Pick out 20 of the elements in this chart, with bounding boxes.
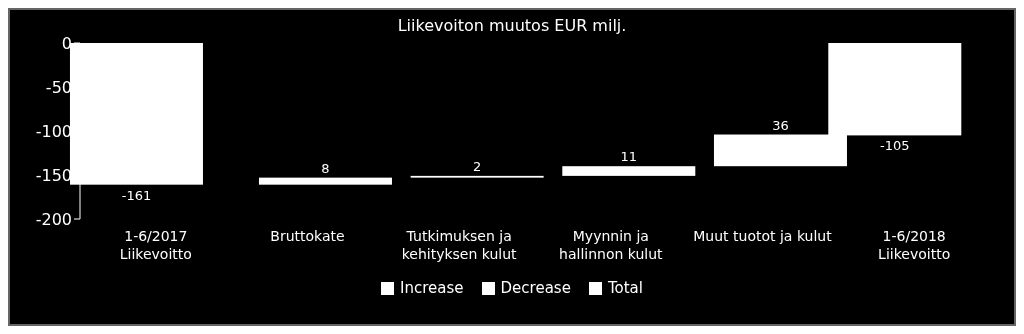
x-tick-label: Myynnin ja hallinnon kulut bbox=[559, 228, 664, 262]
data-label: 36 bbox=[772, 117, 789, 133]
legend-label: Increase bbox=[399, 279, 464, 297]
x-tick-label: Tutkimuksen ja kehityksen kulut bbox=[401, 228, 518, 262]
data-label: -161 bbox=[121, 187, 152, 203]
x-tick-label: Muut tuotot ja kulut bbox=[693, 228, 833, 244]
data-label: 2 bbox=[472, 158, 482, 174]
y-tick-label: -100 bbox=[35, 121, 72, 141]
chart-title: Liikevoiton muutos EUR milj. bbox=[396, 15, 628, 35]
bar bbox=[562, 166, 696, 176]
data-label: -105 bbox=[880, 138, 910, 154]
legend-label: Decrease bbox=[499, 279, 571, 297]
y-tick-label: -200 bbox=[35, 209, 72, 229]
bar bbox=[258, 177, 392, 185]
x-tick-label: 1-6/2018 Liikevoitto bbox=[878, 228, 951, 262]
data-label: 8 bbox=[321, 160, 330, 176]
x-tick-label: Bruttokate bbox=[270, 228, 345, 244]
x-tick-label: 1-6/2017 Liikevoitto bbox=[119, 228, 192, 262]
data-label: 11 bbox=[620, 149, 638, 165]
legend-label: Total bbox=[606, 279, 643, 297]
